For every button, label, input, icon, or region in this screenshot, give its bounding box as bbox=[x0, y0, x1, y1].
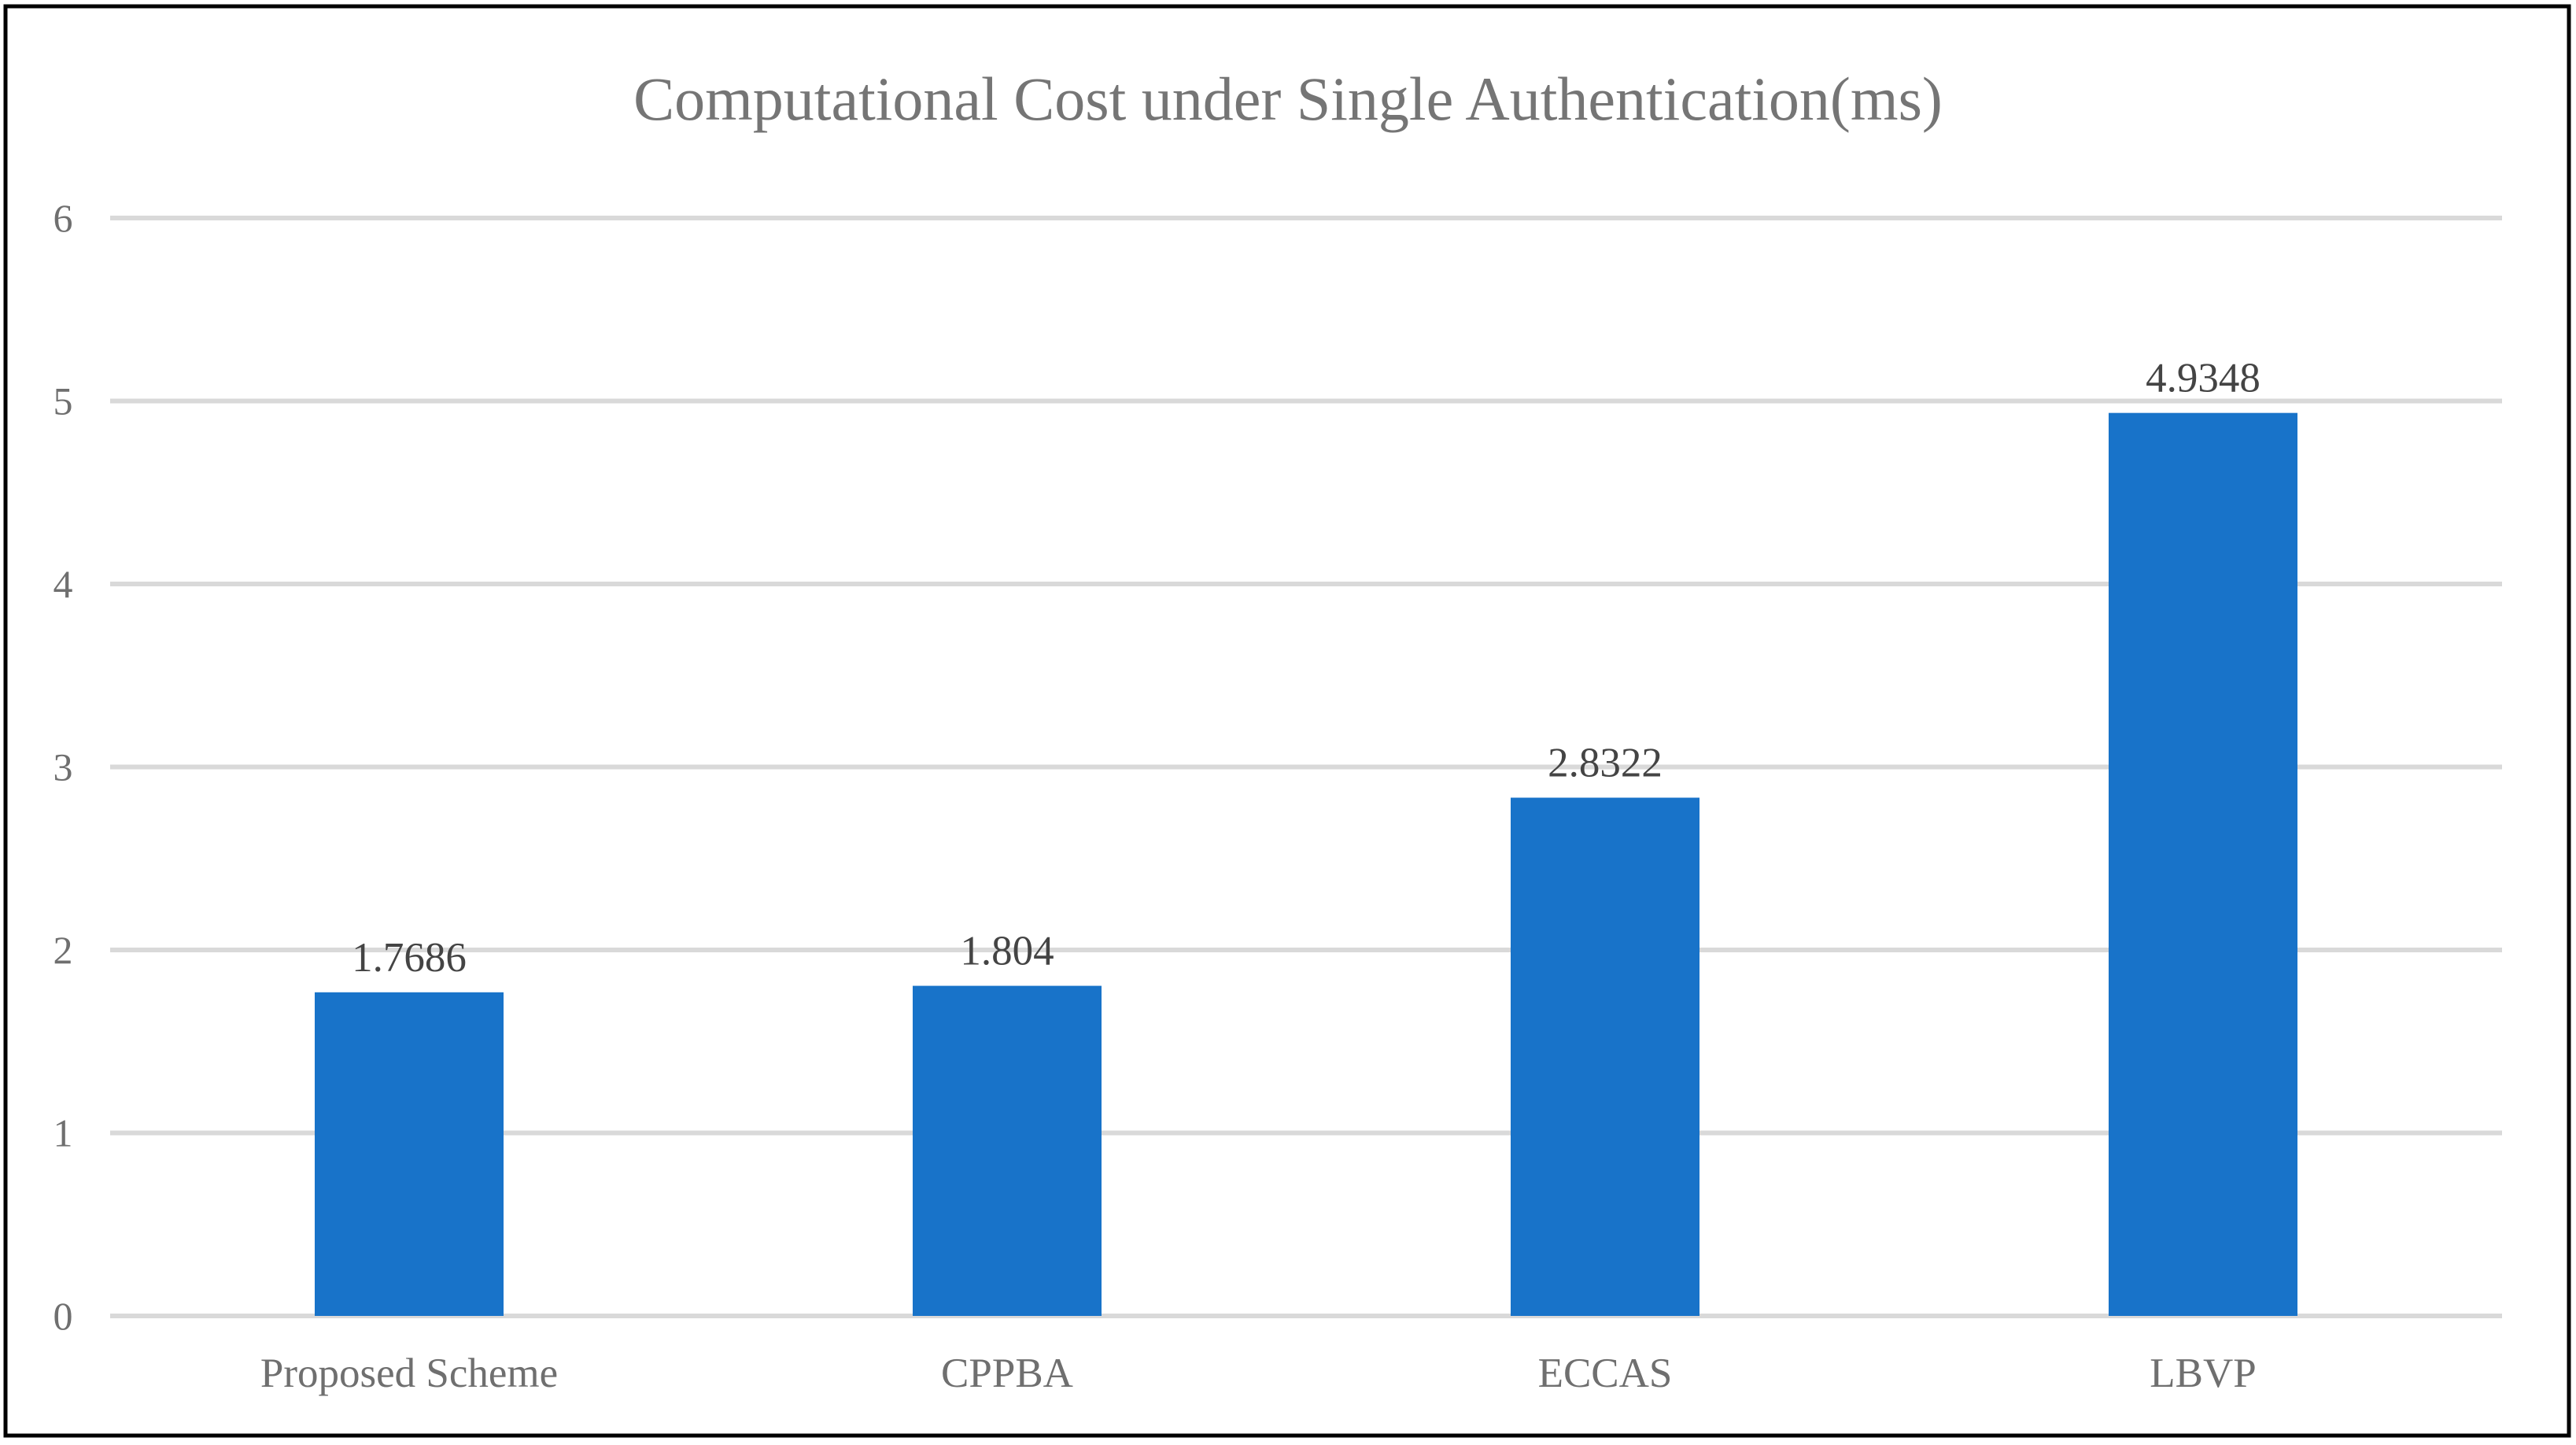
y-tick-label: 0 bbox=[54, 1294, 73, 1338]
x-axis-category-labels: Proposed Scheme CPPBA ECCAS LBVP bbox=[260, 1351, 2257, 1396]
category-label: CPPBA bbox=[941, 1351, 1073, 1396]
chart-title: Computational Cost under Single Authenti… bbox=[633, 65, 1943, 133]
y-tick-label: 4 bbox=[54, 562, 73, 606]
data-labels: 1.7686 1.804 2.8322 4.9348 bbox=[352, 356, 2260, 981]
y-axis-tick-labels: 0 1 2 3 4 5 6 bbox=[54, 196, 73, 1338]
bar bbox=[2109, 412, 2297, 1317]
data-label: 2.8322 bbox=[1548, 741, 1663, 786]
bars bbox=[315, 412, 2297, 1317]
data-label: 1.7686 bbox=[352, 935, 467, 981]
y-tick-label: 2 bbox=[54, 928, 73, 972]
bar bbox=[1511, 797, 1699, 1316]
data-label: 1.804 bbox=[960, 929, 1054, 974]
category-label: Proposed Scheme bbox=[260, 1351, 558, 1396]
y-tick-label: 1 bbox=[54, 1111, 73, 1155]
gridlines bbox=[110, 216, 2502, 1318]
y-tick-label: 6 bbox=[54, 196, 73, 240]
category-label: LBVP bbox=[2150, 1351, 2256, 1396]
bar bbox=[913, 985, 1102, 1316]
data-label: 4.9348 bbox=[2146, 356, 2260, 401]
category-label: ECCAS bbox=[1538, 1351, 1673, 1396]
y-tick-label: 3 bbox=[54, 745, 73, 789]
y-tick-label: 5 bbox=[54, 379, 73, 423]
bar bbox=[315, 992, 504, 1316]
